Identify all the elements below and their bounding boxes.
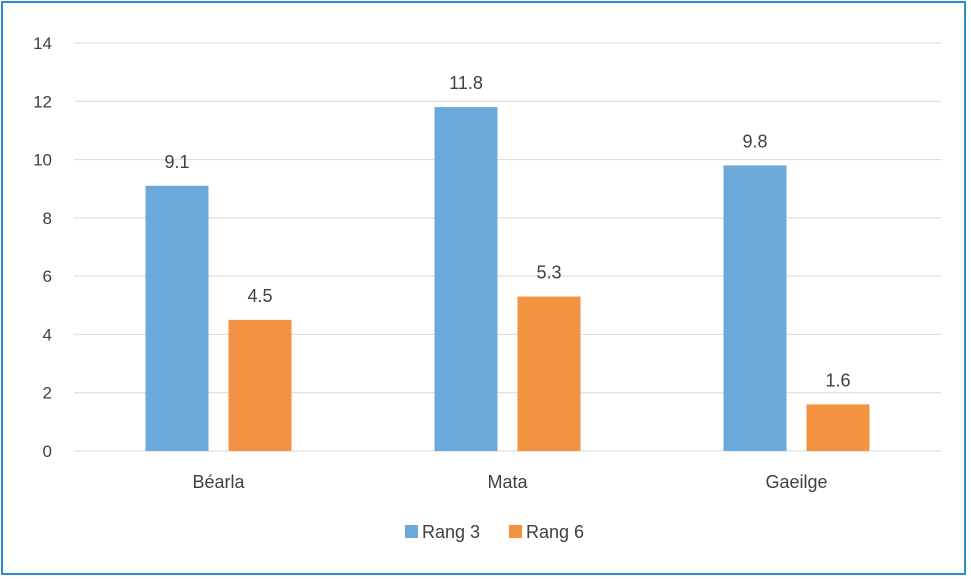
bar-rang-3-1 bbox=[434, 107, 498, 451]
data-label: 1.6 bbox=[825, 370, 850, 390]
category-label: Mata bbox=[487, 472, 528, 492]
data-label: 9.8 bbox=[742, 131, 767, 151]
data-label: 4.5 bbox=[247, 286, 272, 306]
y-tick-label: 14 bbox=[33, 34, 52, 53]
data-label: 11.8 bbox=[449, 73, 483, 93]
y-tick-label: 2 bbox=[43, 384, 52, 403]
y-tick-label: 0 bbox=[43, 442, 52, 461]
category-label: Béarla bbox=[192, 472, 245, 492]
legend-label: Rang 3 bbox=[422, 522, 480, 542]
y-tick-label: 8 bbox=[43, 209, 52, 228]
legend: Rang 3 Rang 6 bbox=[405, 522, 584, 542]
bar-rang-6-2 bbox=[806, 404, 870, 451]
y-tick-label: 4 bbox=[43, 325, 52, 344]
legend-label: Rang 6 bbox=[526, 522, 584, 542]
gridlines bbox=[74, 42, 941, 452]
bar-rang-3-0 bbox=[145, 185, 209, 452]
data-label: 5.3 bbox=[536, 263, 561, 283]
category-label: Gaeilge bbox=[765, 472, 827, 492]
bars bbox=[145, 107, 870, 452]
data-labels: 9.1 4.5 11.8 5.3 9.8 1.6 bbox=[164, 73, 850, 390]
bar-rang-6-0 bbox=[228, 319, 292, 451]
bar-rang-3-2 bbox=[723, 165, 787, 451]
data-label: 9.1 bbox=[164, 152, 189, 172]
legend-swatch bbox=[509, 525, 522, 538]
bar-rang-6-1 bbox=[517, 296, 581, 451]
y-axis-ticks: 0 2 4 6 8 10 12 14 bbox=[33, 34, 52, 461]
y-tick-label: 10 bbox=[33, 151, 52, 170]
y-tick-label: 6 bbox=[43, 267, 52, 286]
legend-swatch bbox=[405, 525, 418, 538]
y-tick-label: 12 bbox=[33, 92, 52, 111]
x-axis-categories: Béarla Mata Gaeilge bbox=[192, 472, 827, 492]
